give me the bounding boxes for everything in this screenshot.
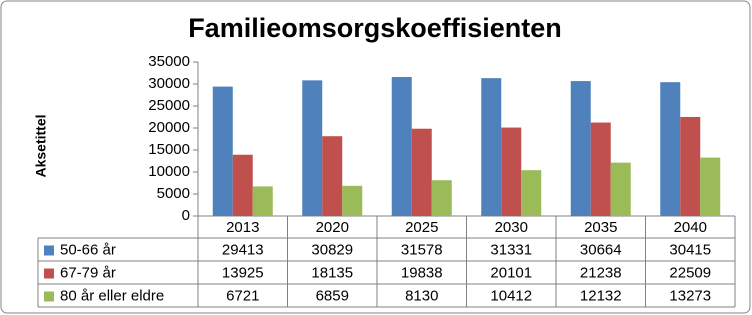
bar <box>302 80 323 216</box>
legend-key <box>44 268 54 279</box>
y-tick-label: 30000 <box>148 75 190 92</box>
x-tick-label: 2025 <box>405 219 438 236</box>
bar <box>481 78 502 216</box>
legend-key <box>44 245 54 256</box>
y-tick-label: 35000 <box>148 53 190 70</box>
table-value: 12132 <box>580 287 622 304</box>
bar <box>232 154 253 216</box>
x-tick-label: 2020 <box>316 219 349 236</box>
legend-key <box>44 291 54 302</box>
bar <box>700 157 721 216</box>
bar <box>501 127 522 216</box>
bar <box>570 81 591 216</box>
bar <box>322 136 343 216</box>
table-value: 31331 <box>490 241 532 258</box>
y-tick-label: 0 <box>182 207 190 224</box>
table-value: 6721 <box>226 287 259 304</box>
bar <box>212 86 233 217</box>
table-value: 22509 <box>669 264 711 281</box>
legend-label: 80 år eller eldre <box>60 287 164 304</box>
x-tick-label: 2030 <box>495 219 528 236</box>
table-value: 13273 <box>669 287 711 304</box>
table-value: 31578 <box>401 241 443 258</box>
y-tick-label: 25000 <box>148 97 190 114</box>
table-value: 20101 <box>490 264 532 281</box>
bar <box>411 128 432 216</box>
bar <box>252 186 273 216</box>
x-tick-label: 2013 <box>226 219 259 236</box>
x-tick-label: 2040 <box>674 219 707 236</box>
table-value: 18135 <box>311 264 353 281</box>
y-tick-label: 20000 <box>148 119 190 136</box>
y-tick-label: 5000 <box>157 185 190 202</box>
x-tick-label: 2035 <box>584 219 617 236</box>
table-value: 30664 <box>580 241 622 258</box>
bar <box>342 185 363 216</box>
legend-label: 67-79 år <box>60 264 116 281</box>
bar <box>610 162 631 216</box>
y-tick-label: 10000 <box>148 163 190 180</box>
table-value: 19838 <box>401 264 443 281</box>
table-value: 30415 <box>669 241 711 258</box>
bar <box>660 82 681 216</box>
table-value: 21238 <box>580 264 622 281</box>
table-value: 10412 <box>490 287 532 304</box>
y-axis-title: Aksetittel <box>33 114 49 177</box>
legend-label: 50-66 år <box>60 241 116 258</box>
table-value: 29413 <box>222 241 264 258</box>
y-tick-label: 15000 <box>148 141 190 158</box>
bar <box>521 170 542 216</box>
bar <box>431 180 452 216</box>
chart-title: Familieomsorgskoeffisienten <box>188 13 562 43</box>
table-value: 30829 <box>311 241 353 258</box>
bar <box>590 122 611 216</box>
table-value: 13925 <box>222 264 264 281</box>
bar <box>680 116 701 216</box>
table-value: 8130 <box>405 287 438 304</box>
table-value: 6859 <box>316 287 349 304</box>
bar <box>391 77 412 217</box>
